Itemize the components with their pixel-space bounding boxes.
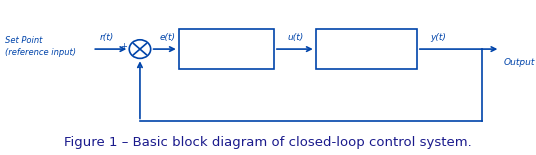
Text: Figure 1 – Basic block diagram of closed-loop control system.: Figure 1 – Basic block diagram of closed… (64, 136, 472, 149)
Text: –: – (137, 62, 142, 72)
Text: r(t): r(t) (100, 33, 114, 42)
Text: +: + (121, 42, 128, 51)
Bar (316, 29, 417, 69)
Text: Output: Output (503, 58, 534, 67)
Text: u(t): u(t) (288, 33, 304, 42)
Text: y(t): y(t) (430, 33, 445, 42)
Text: Controlled
System: Controlled System (339, 38, 393, 60)
Text: Controller: Controller (200, 44, 252, 54)
Bar (178, 29, 274, 69)
Text: Set Point
(reference input): Set Point (reference input) (5, 36, 76, 57)
Text: e(t): e(t) (159, 33, 175, 42)
